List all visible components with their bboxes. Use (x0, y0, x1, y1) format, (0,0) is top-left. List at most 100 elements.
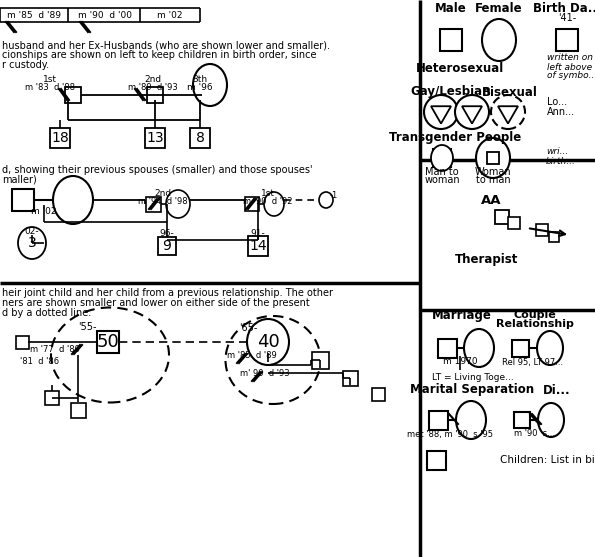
Bar (556, 29, 578, 51)
Bar (12, 189, 34, 211)
Text: m 1970: m 1970 (443, 358, 477, 367)
Ellipse shape (319, 192, 333, 208)
Ellipse shape (491, 95, 525, 129)
Bar (371, 388, 384, 400)
Ellipse shape (476, 138, 510, 178)
Ellipse shape (166, 190, 190, 218)
Bar (433, 149, 451, 167)
Bar (248, 236, 268, 256)
Polygon shape (498, 106, 518, 124)
Text: d by a dotted line.: d by a dotted line. (2, 308, 91, 318)
Ellipse shape (264, 192, 284, 216)
Text: d, showing their previous spouses (smaller) and those spouses': d, showing their previous spouses (small… (2, 165, 312, 175)
Ellipse shape (424, 95, 458, 129)
Bar (70, 403, 86, 418)
Bar (190, 128, 210, 148)
Bar (343, 370, 358, 385)
Bar (312, 351, 328, 369)
Text: 40: 40 (256, 333, 280, 351)
Bar (15, 335, 29, 349)
Text: cionships are shown on left to keep children in birth order, since: cionships are shown on left to keep chil… (2, 50, 317, 60)
Text: maller): maller) (2, 175, 37, 185)
Bar (65, 87, 81, 103)
Bar (437, 339, 456, 358)
Text: husband and her Ex-Husbands (who are shown lower and smaller).: husband and her Ex-Husbands (who are sho… (2, 40, 330, 50)
Text: 50: 50 (96, 333, 120, 351)
Text: Couple: Couple (513, 310, 556, 320)
Text: heir joint child and her child from a previous relationship. The other: heir joint child and her child from a pr… (2, 288, 333, 298)
Ellipse shape (537, 331, 563, 365)
Text: 1st: 1st (43, 76, 57, 85)
Text: Woman: Woman (475, 167, 511, 177)
Text: 2nd: 2nd (155, 189, 171, 198)
Text: r custody.: r custody. (2, 60, 49, 70)
Polygon shape (462, 106, 482, 124)
Text: m '85  d '89: m '85 d '89 (227, 350, 277, 359)
Text: 14: 14 (249, 239, 267, 253)
Text: Di...: Di... (543, 384, 571, 397)
Bar (158, 237, 176, 255)
Text: m '02: m '02 (157, 11, 183, 19)
Text: m' 90  d '93: m' 90 d '93 (240, 369, 290, 379)
Text: m '90  d '92: m '90 d '92 (243, 197, 293, 206)
Bar (440, 29, 462, 51)
Text: Marital Separation: Marital Separation (410, 384, 534, 397)
Text: m '83  d '88: m '83 d '88 (25, 84, 75, 92)
Text: Therapist: Therapist (455, 253, 519, 266)
Text: '55-: '55- (78, 322, 96, 332)
Bar (145, 128, 165, 148)
Bar (508, 217, 520, 229)
Bar (427, 451, 446, 470)
Text: m '02: m '02 (32, 207, 57, 216)
Text: to man: to man (475, 175, 511, 185)
Text: 13: 13 (146, 131, 164, 145)
Text: 2nd: 2nd (145, 76, 162, 85)
Text: woman: woman (424, 175, 460, 185)
Text: birth...: birth... (546, 158, 576, 167)
Text: Marriage: Marriage (432, 309, 492, 321)
Text: 02-: 02- (24, 227, 39, 236)
Text: m '96: m '96 (187, 84, 213, 92)
Text: of symbo...: of symbo... (547, 71, 595, 81)
Text: 91-: 91- (250, 229, 265, 238)
Ellipse shape (455, 95, 489, 129)
Bar (487, 152, 499, 164)
Text: 8: 8 (196, 131, 205, 145)
Text: 9: 9 (162, 239, 171, 253)
Text: Relationship: Relationship (496, 319, 574, 329)
Ellipse shape (18, 227, 46, 259)
Text: Children: List in birth...: Children: List in birth... (500, 455, 595, 465)
Text: '65-: '65- (239, 323, 257, 333)
Text: m '89  d '93: m '89 d '93 (128, 84, 178, 92)
Bar (97, 331, 119, 353)
Bar (536, 224, 548, 236)
Text: Gay/Lesbian: Gay/Lesbian (411, 86, 491, 99)
Bar (549, 232, 559, 242)
Text: Birth Da...: Birth Da... (533, 2, 595, 14)
Text: left above: left above (547, 62, 592, 71)
Text: written on: written on (547, 53, 593, 62)
Bar (495, 210, 509, 224)
Text: Male: Male (435, 2, 467, 14)
Text: ners are shown smaller and lower on either side of the present: ners are shown smaller and lower on eith… (2, 298, 310, 308)
Ellipse shape (464, 329, 494, 367)
Text: Rel 95, LT 97...: Rel 95, LT 97... (502, 358, 563, 367)
Bar (45, 391, 59, 405)
Text: 1st: 1st (261, 189, 275, 198)
Text: 18: 18 (51, 131, 69, 145)
Text: 3th: 3th (192, 76, 208, 85)
Ellipse shape (53, 176, 93, 224)
Text: 3: 3 (27, 236, 36, 250)
Bar (147, 87, 163, 103)
Ellipse shape (482, 19, 516, 61)
Ellipse shape (538, 403, 564, 437)
Bar (146, 197, 161, 212)
Text: -1: -1 (330, 190, 338, 199)
Text: m '90  s...: m '90 s... (515, 429, 556, 438)
Text: m '77  d '80: m '77 d '80 (30, 345, 80, 354)
Polygon shape (431, 106, 451, 124)
Text: Transgender People: Transgender People (389, 131, 521, 144)
Text: m '85  d '89: m '85 d '89 (7, 11, 61, 19)
Ellipse shape (431, 145, 453, 171)
Bar (512, 340, 528, 356)
